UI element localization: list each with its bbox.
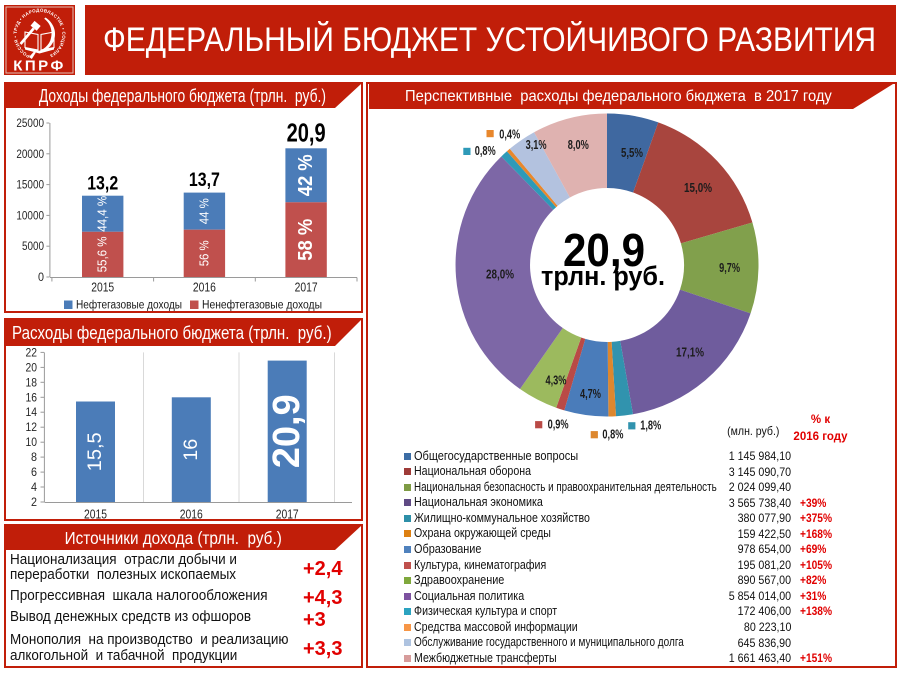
- svg-text:44 %: 44 %: [197, 198, 211, 224]
- svg-text:25000: 25000: [16, 118, 44, 130]
- svg-text:18: 18: [26, 377, 38, 389]
- svg-text:10: 10: [26, 437, 38, 449]
- svg-text:20000: 20000: [16, 149, 44, 161]
- svg-text:КПРФ: КПРФ: [13, 58, 66, 75]
- svg-text:2017: 2017: [276, 508, 299, 520]
- svg-text:9,7%: 9,7%: [719, 261, 740, 275]
- svg-text:13,7: 13,7: [189, 170, 220, 191]
- svg-text:10000: 10000: [16, 210, 44, 222]
- svg-text:44,4 %: 44,4 %: [96, 196, 110, 232]
- svg-text:42 %: 42 %: [295, 154, 317, 196]
- svg-text:4: 4: [31, 482, 38, 494]
- svg-text:2: 2: [31, 497, 37, 509]
- svg-text:Нефтегазовые доходы: Нефтегазовые доходы: [76, 300, 182, 312]
- svg-text:15,5: 15,5: [85, 432, 106, 471]
- svg-text:0,8%: 0,8%: [475, 144, 496, 158]
- svg-text:22: 22: [26, 347, 38, 359]
- svg-text:0: 0: [38, 272, 44, 284]
- svg-text:1,8%: 1,8%: [640, 419, 661, 433]
- svg-text:17,1%: 17,1%: [676, 346, 704, 360]
- svg-text:5000: 5000: [22, 241, 44, 253]
- svg-text:2016: 2016: [180, 508, 203, 520]
- svg-text:Ненефтегазовые доходы: Ненефтегазовые доходы: [202, 300, 322, 312]
- svg-text:20,9: 20,9: [563, 224, 645, 276]
- svg-text:58 %: 58 %: [295, 219, 317, 261]
- svg-text:20: 20: [26, 362, 38, 374]
- svg-text:2016: 2016: [193, 281, 216, 295]
- svg-text:8,0%: 8,0%: [568, 138, 589, 152]
- svg-text:5,5%: 5,5%: [621, 146, 643, 160]
- svg-text:2015: 2015: [84, 508, 107, 520]
- svg-text:2015: 2015: [91, 281, 114, 295]
- svg-text:13,2: 13,2: [87, 174, 118, 195]
- svg-text:трлн. руб.: трлн. руб.: [541, 261, 665, 291]
- svg-text:20,9: 20,9: [266, 394, 308, 468]
- svg-text:0,4%: 0,4%: [499, 127, 520, 141]
- svg-text:0,8%: 0,8%: [602, 427, 623, 441]
- svg-text:15,0%: 15,0%: [684, 181, 712, 195]
- svg-text:8: 8: [31, 452, 37, 464]
- svg-text:4,3%: 4,3%: [546, 373, 567, 387]
- svg-text:4,7%: 4,7%: [580, 387, 601, 401]
- svg-text:20,9: 20,9: [287, 118, 326, 148]
- svg-text:6: 6: [31, 467, 37, 479]
- svg-text:16: 16: [181, 439, 202, 461]
- svg-text:12: 12: [26, 422, 38, 434]
- svg-text:2017: 2017: [295, 281, 318, 295]
- svg-text:28,0%: 28,0%: [486, 268, 514, 282]
- svg-text:14: 14: [26, 407, 38, 419]
- svg-text:16: 16: [26, 392, 38, 404]
- svg-text:55,6 %: 55,6 %: [96, 236, 110, 272]
- svg-text:0,9%: 0,9%: [548, 417, 569, 431]
- svg-text:3,1%: 3,1%: [526, 138, 547, 152]
- svg-text:15000: 15000: [16, 180, 44, 192]
- svg-text:56 %: 56 %: [197, 240, 211, 266]
